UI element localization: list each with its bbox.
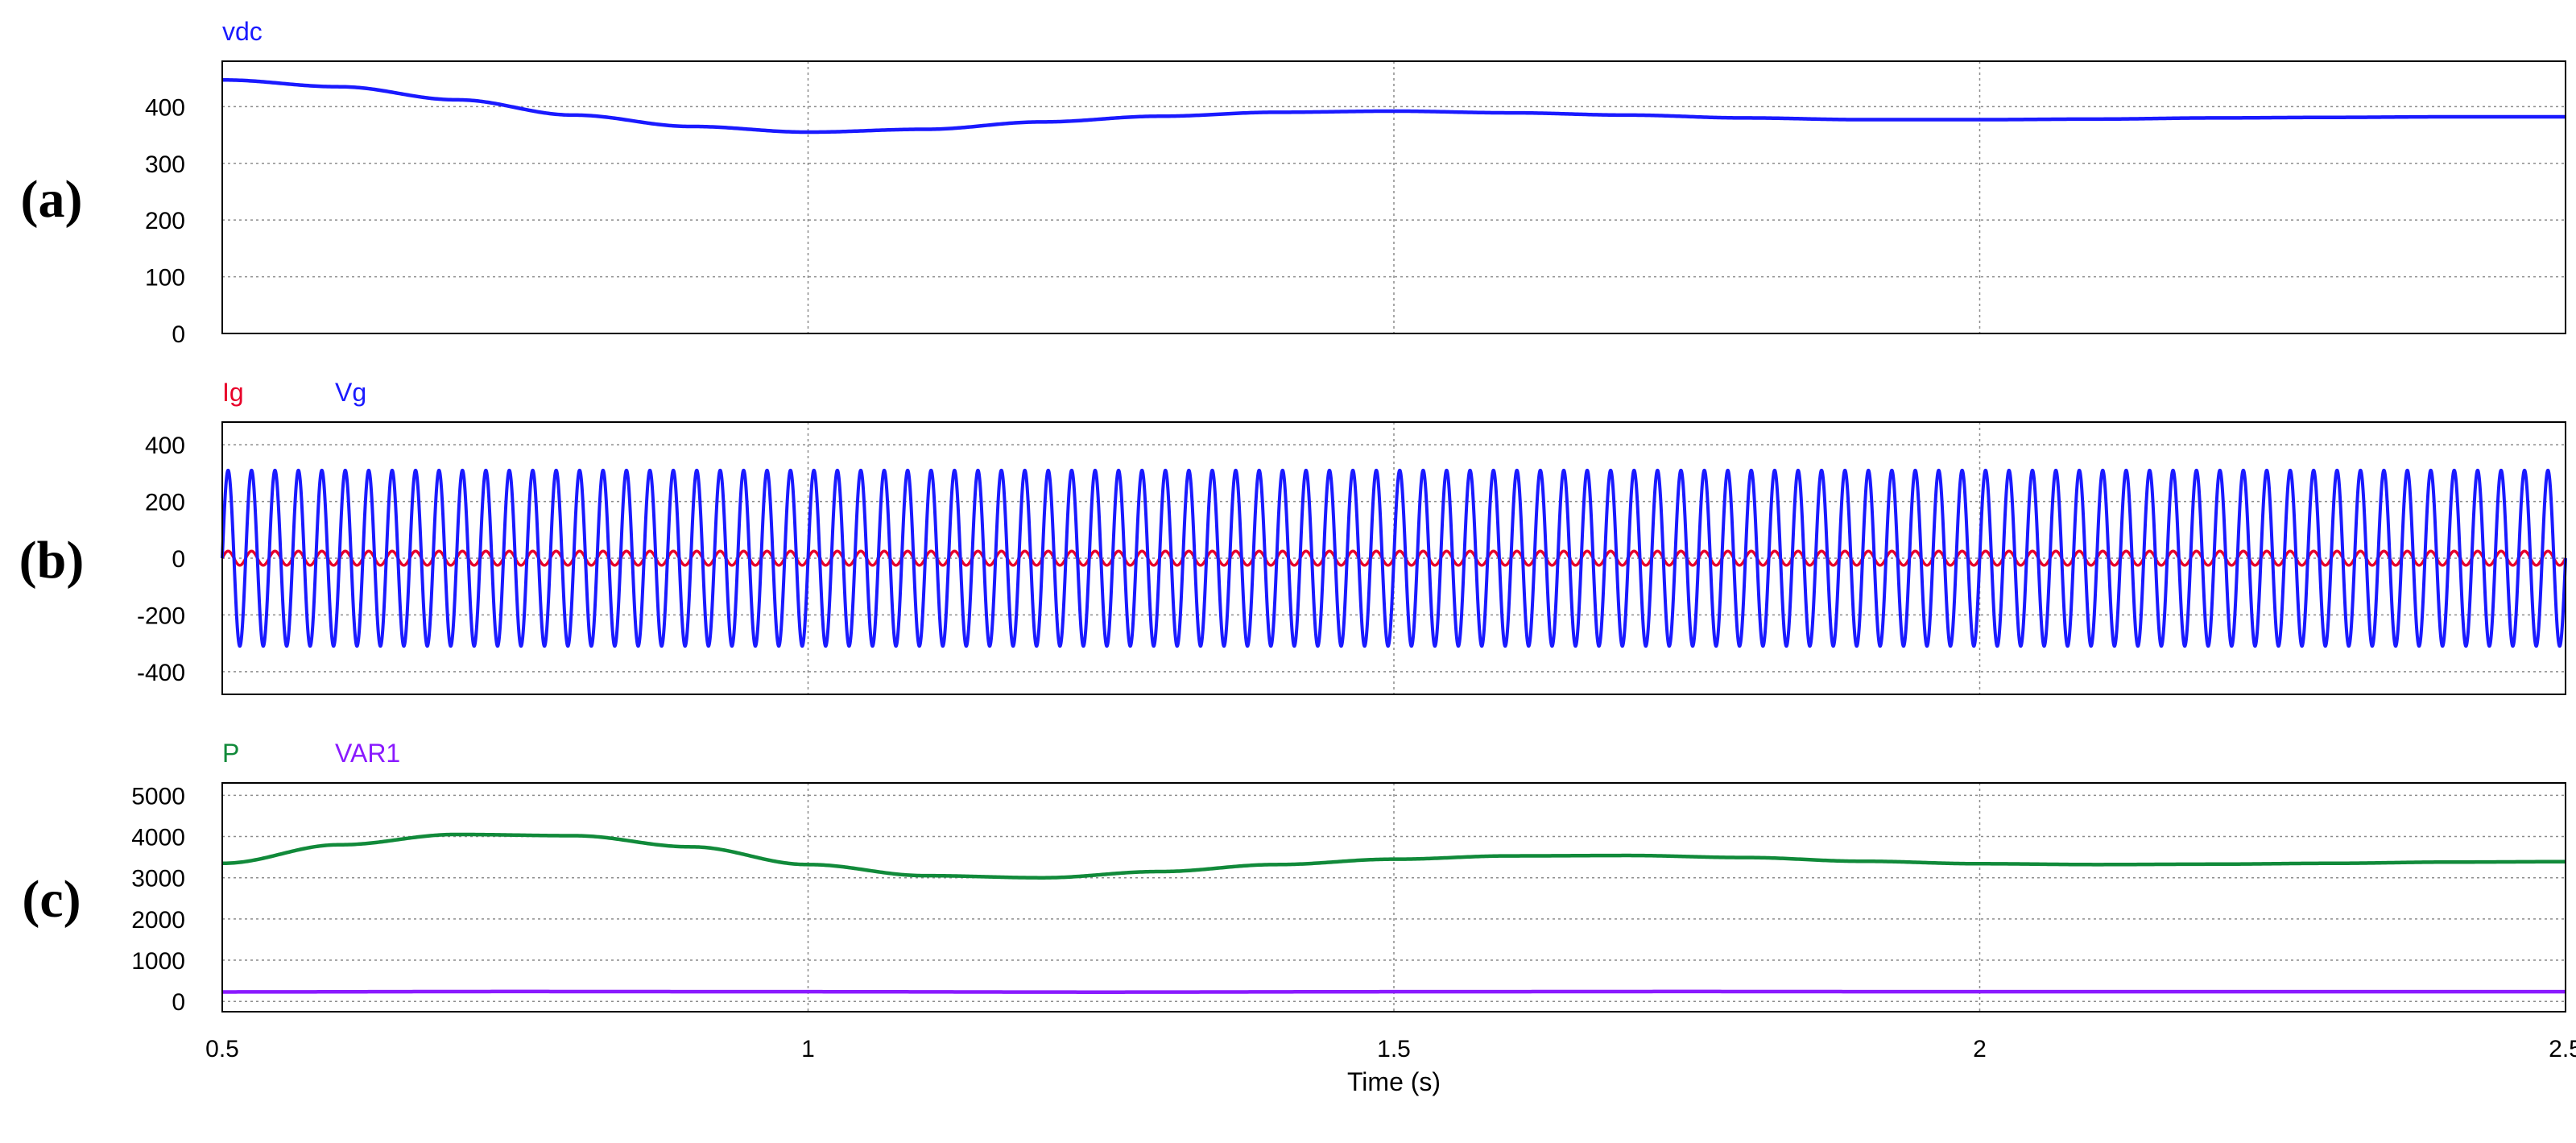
x-tick-label: 1.5: [1377, 1036, 1411, 1062]
x-tick-label: 0.5: [205, 1036, 239, 1062]
y-tick-label: 5000: [131, 783, 185, 810]
y-tick-label: 4000: [131, 825, 185, 851]
y-tick-label: 200: [145, 208, 185, 234]
x-tick-label: 2: [1973, 1036, 1987, 1062]
series-line-p: [221, 832, 2566, 880]
x-tick-label: 1: [801, 1036, 815, 1062]
panel-label: (a): [21, 170, 83, 229]
legend-entry-p: P: [222, 739, 239, 768]
panel-c: P VAR1 0 1000 2000 3000 4000 5000 (c) 0.5 1 1.5 2 2.5…: [22, 739, 2576, 1096]
series-line-vg: [221, 468, 2567, 648]
y-tick-label: 400: [145, 94, 185, 121]
y-tick-label: 2000: [131, 907, 185, 934]
y-tick-label: 0: [172, 546, 185, 573]
y-tick-label: -200: [137, 603, 185, 629]
y-tick-label: 0: [172, 989, 185, 1016]
plot-frame: [221, 421, 2566, 695]
x-tick-label: 2.5: [2549, 1036, 2576, 1062]
y-tick-label: 400: [145, 433, 185, 459]
y-tick-label: 300: [145, 151, 185, 178]
y-tick-label: 1000: [131, 948, 185, 975]
legend-entry-ig: Ig: [222, 378, 244, 407]
series-line-vdc: [222, 77, 2566, 135]
y-tick-label: 3000: [131, 866, 185, 892]
panel-b: Ig Vg -400 -200 0 200 400 (b): [19, 378, 2567, 695]
panel-label: (b): [19, 531, 85, 590]
legend-entry-var1: VAR1: [335, 739, 400, 768]
plot-frame: [221, 782, 2566, 1013]
legend-entry-vdc: vdc: [222, 17, 263, 46]
legend-entry-vg: Vg: [335, 378, 366, 407]
panel-a: vdc 0 100 200 300 400 (a): [21, 17, 2566, 348]
x-axis-label: Time (s): [1347, 1067, 1441, 1096]
y-tick-label: 100: [145, 265, 185, 292]
plot-frame: [221, 60, 2566, 334]
y-tick-label: 200: [145, 490, 185, 516]
y-tick-label: -400: [137, 660, 185, 686]
y-tick-label: 0: [172, 321, 185, 348]
panel-label: (c): [22, 870, 81, 929]
